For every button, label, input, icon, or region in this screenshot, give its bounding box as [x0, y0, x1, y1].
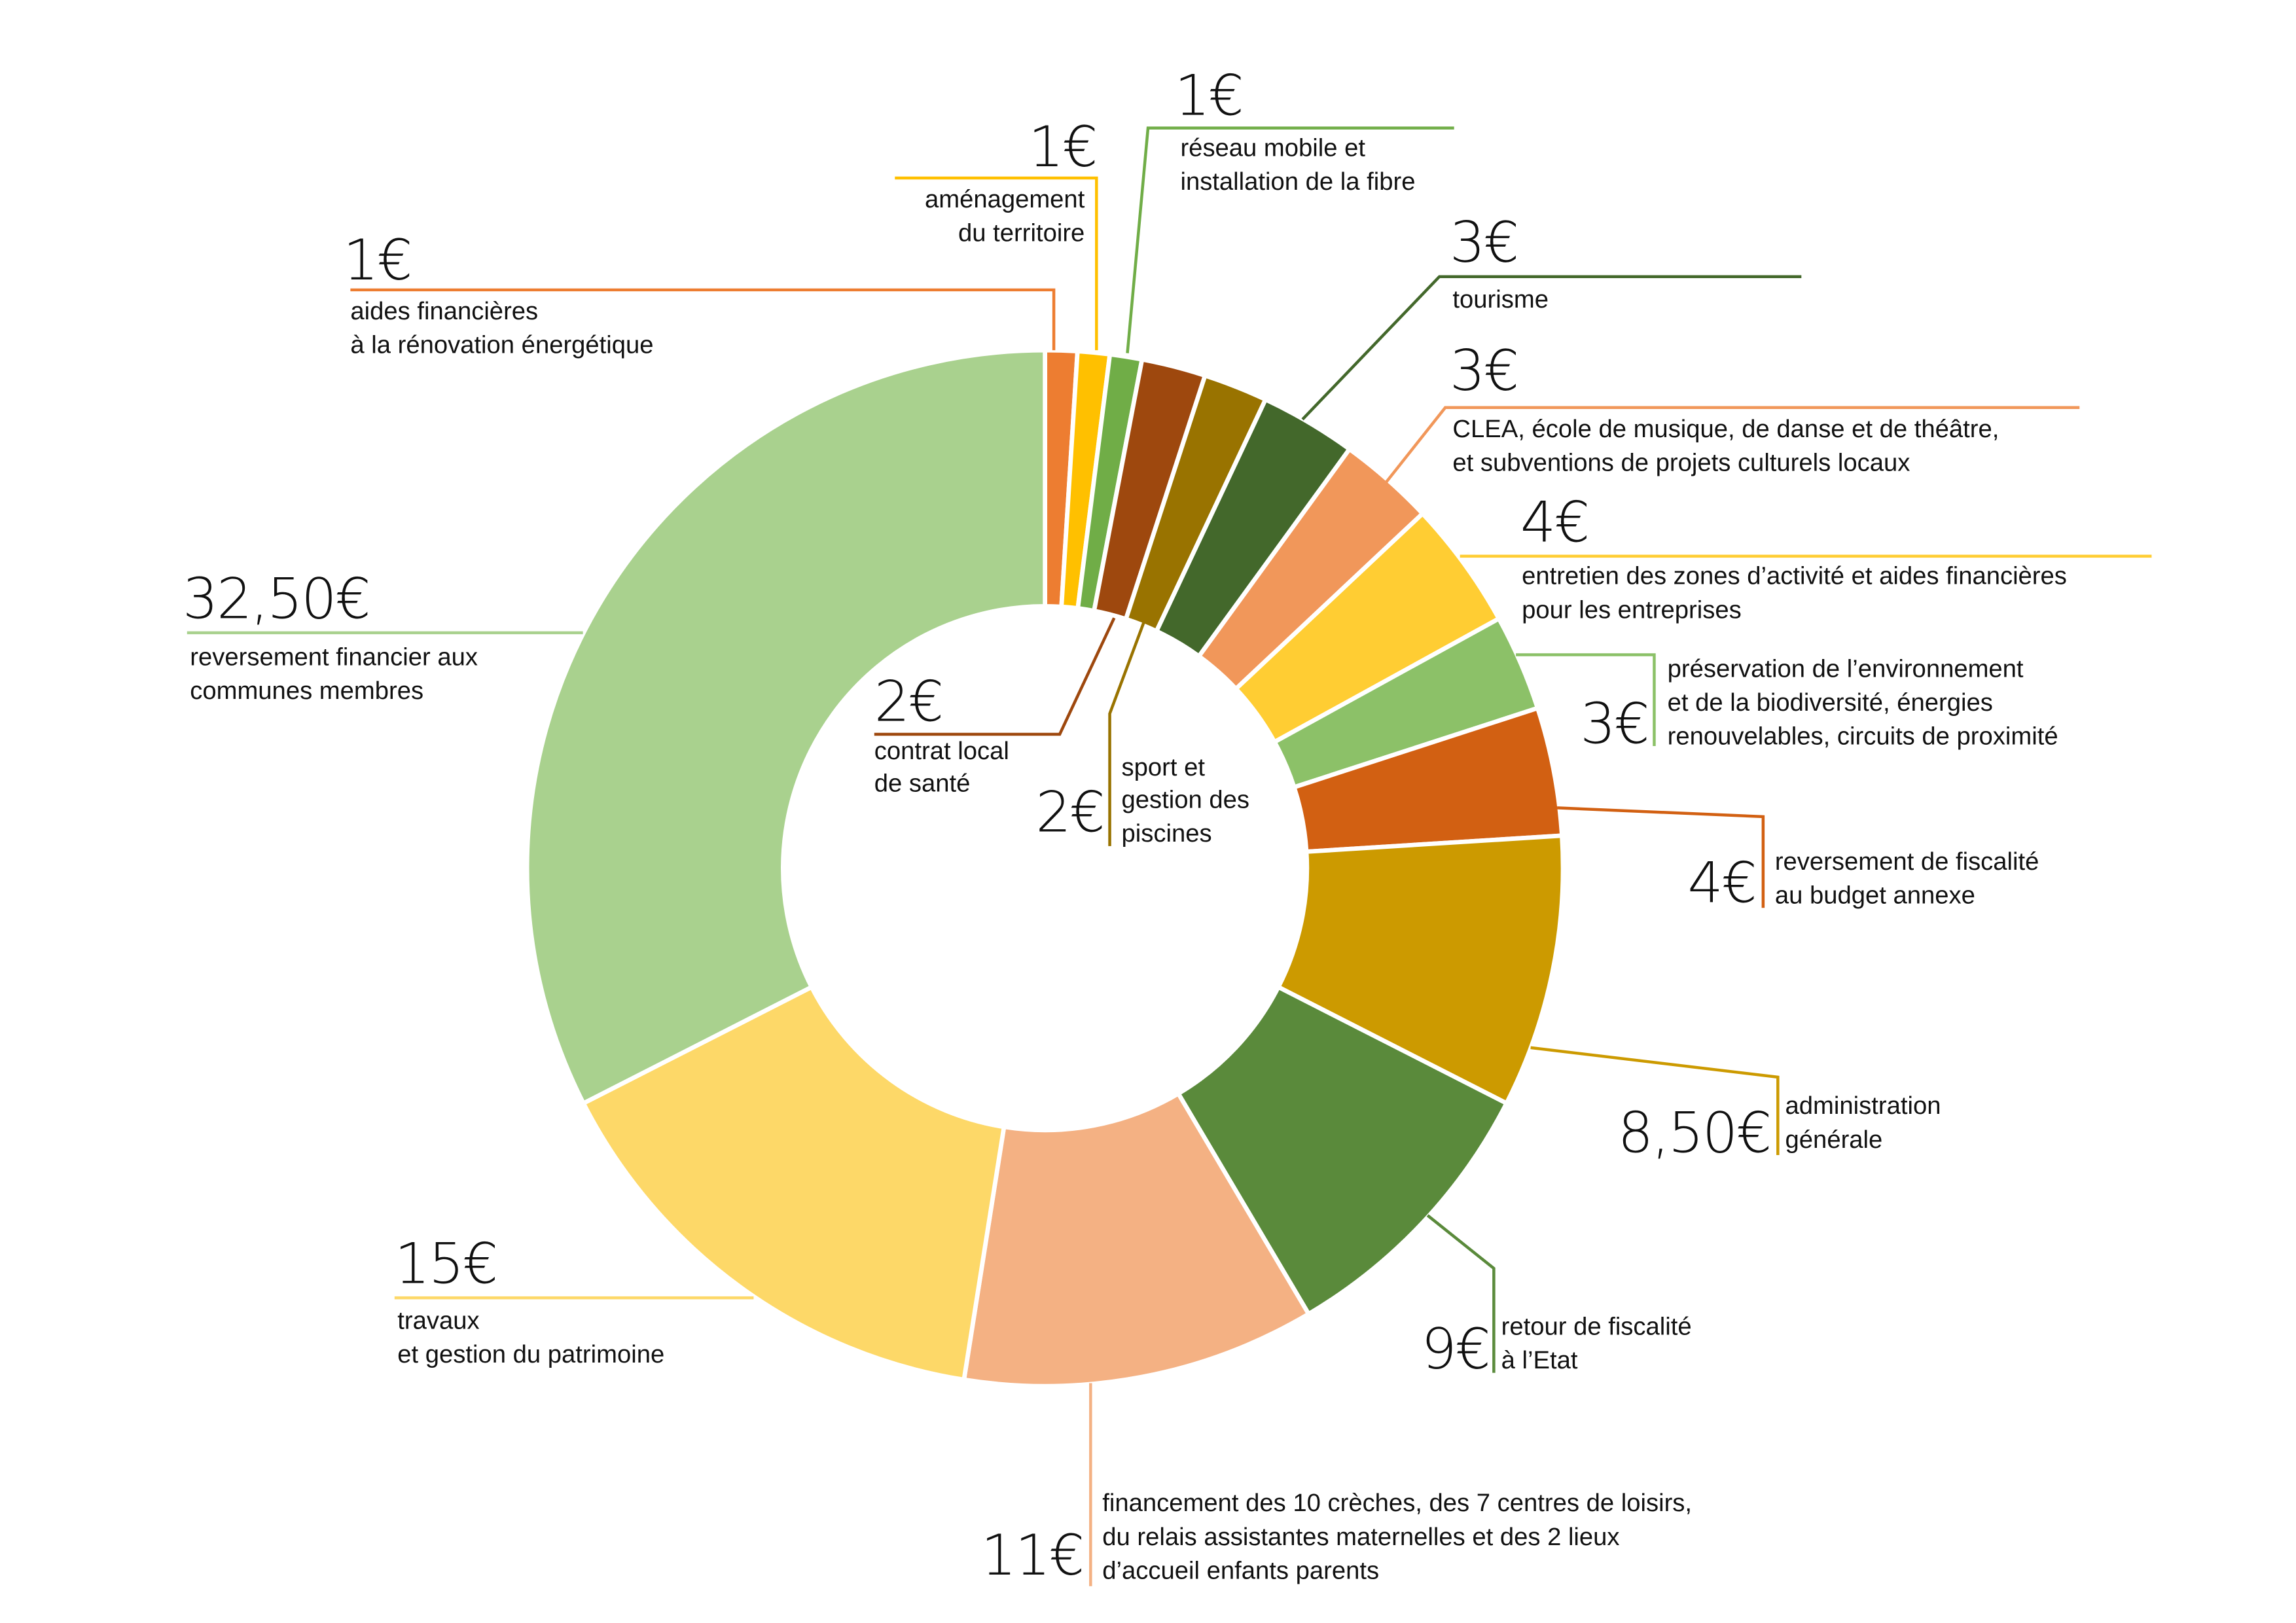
label-travaux: 15€ travaux et gestion du patrimoine — [395, 1232, 664, 1368]
label-sport-piscines: 2€ sport et gestion des piscines — [1035, 753, 1249, 847]
category-label: retour de fiscalité à l’Etat — [1501, 1312, 1692, 1374]
donut-slice-12 — [961, 1090, 1312, 1389]
label-reversement-fiscalite: 4€ reversement de fiscalité au budget ann… — [1687, 847, 2039, 916]
leader-lines — [187, 126, 2152, 1586]
label-environnement: 3€ préservation de l’environnement et de … — [1580, 654, 2058, 757]
value-label: 3€ — [1450, 211, 1518, 276]
value-label: 11€ — [981, 1524, 1083, 1588]
value-label: 1€ — [343, 228, 411, 293]
category-label: tourisme — [1452, 285, 1549, 313]
value-label: 4€ — [1687, 851, 1755, 916]
leader-line-0 — [350, 288, 1056, 351]
leader-line-3 — [874, 617, 1116, 736]
donut-slice-13 — [580, 984, 1007, 1383]
category-label: CLEA, école de musique, de danse et de t… — [1452, 415, 1999, 477]
category-label: réseau mobile et installation de la fibre — [1180, 134, 1415, 196]
category-label: entretien des zones d’activité et aides … — [1522, 562, 2067, 624]
donut-slice-10 — [1275, 833, 1566, 1107]
value-label: 1€ — [1174, 63, 1242, 128]
value-label: 15€ — [395, 1232, 497, 1297]
leader-line-2 — [1126, 126, 1454, 353]
value-label: 8,50€ — [1618, 1101, 1770, 1166]
value-label: 32,50€ — [183, 567, 369, 632]
leader-line-6 — [1382, 406, 2080, 487]
label-tourisme: 3€ tourisme — [1450, 211, 1549, 313]
value-label: 2€ — [1035, 780, 1103, 845]
label-contrat-sante: 2€ contrat local de santé — [874, 670, 1009, 798]
category-label: administration générale — [1785, 1092, 1941, 1154]
value-label: 1€ — [1028, 115, 1096, 180]
leader-line-1 — [895, 176, 1098, 351]
leader-line-9 — [1556, 806, 1765, 908]
label-reseau-mobile: 1€ réseau mobile et installation de la fi… — [1174, 63, 1415, 196]
label-zones-activite: 4€ entretien des zones d’activité et aid… — [1520, 490, 2067, 624]
category-label: travaux et gestion du patrimoine — [397, 1306, 664, 1368]
category-label: contrat local de santé — [874, 737, 1009, 797]
value-label: 3€ — [1580, 692, 1648, 757]
category-label: reversement financier aux communes membre… — [190, 643, 478, 705]
category-label: aménagement du territoire — [925, 185, 1085, 247]
label-amenagement: 1€ aménagement du territoire — [925, 115, 1098, 247]
label-communes: 32,50€ reversement financier aux communes… — [183, 567, 478, 705]
label-creches: 11€ financement des 10 crèches, des 7 ce… — [981, 1489, 1692, 1588]
donut-slice-14 — [524, 348, 1047, 1107]
leader-line-11 — [1426, 1214, 1496, 1373]
category-label: aides financières à la rénovation énergét… — [350, 297, 653, 359]
category-label: préservation de l’environnement et de la … — [1668, 654, 2058, 750]
category-label: reversement de fiscalité au budget annexe — [1775, 847, 2039, 910]
leader-line-5 — [1301, 275, 1802, 421]
leader-line-8 — [1516, 653, 1656, 746]
category-label: sport et gestion des piscines — [1122, 753, 1249, 847]
leader-line-10 — [1530, 1046, 1780, 1156]
donut-slices — [524, 348, 1566, 1389]
label-retour-fiscalite: 9€ retour de fiscalité à l’Etat — [1421, 1312, 1691, 1382]
label-aides-renovation: 1€ aides financières à la rénovation éner… — [343, 228, 653, 359]
value-label: 4€ — [1520, 490, 1588, 555]
value-label: 2€ — [874, 670, 942, 735]
value-label: 3€ — [1450, 339, 1518, 404]
value-label: 9€ — [1421, 1317, 1489, 1382]
label-clea-culture: 3€ CLEA, école de musique, de danse et d… — [1450, 339, 1999, 477]
label-administration: 8,50€ administration générale — [1618, 1092, 1941, 1166]
category-label: financement des 10 crèches, des 7 centre… — [1102, 1489, 1692, 1584]
leader-line-4 — [1108, 615, 1148, 846]
